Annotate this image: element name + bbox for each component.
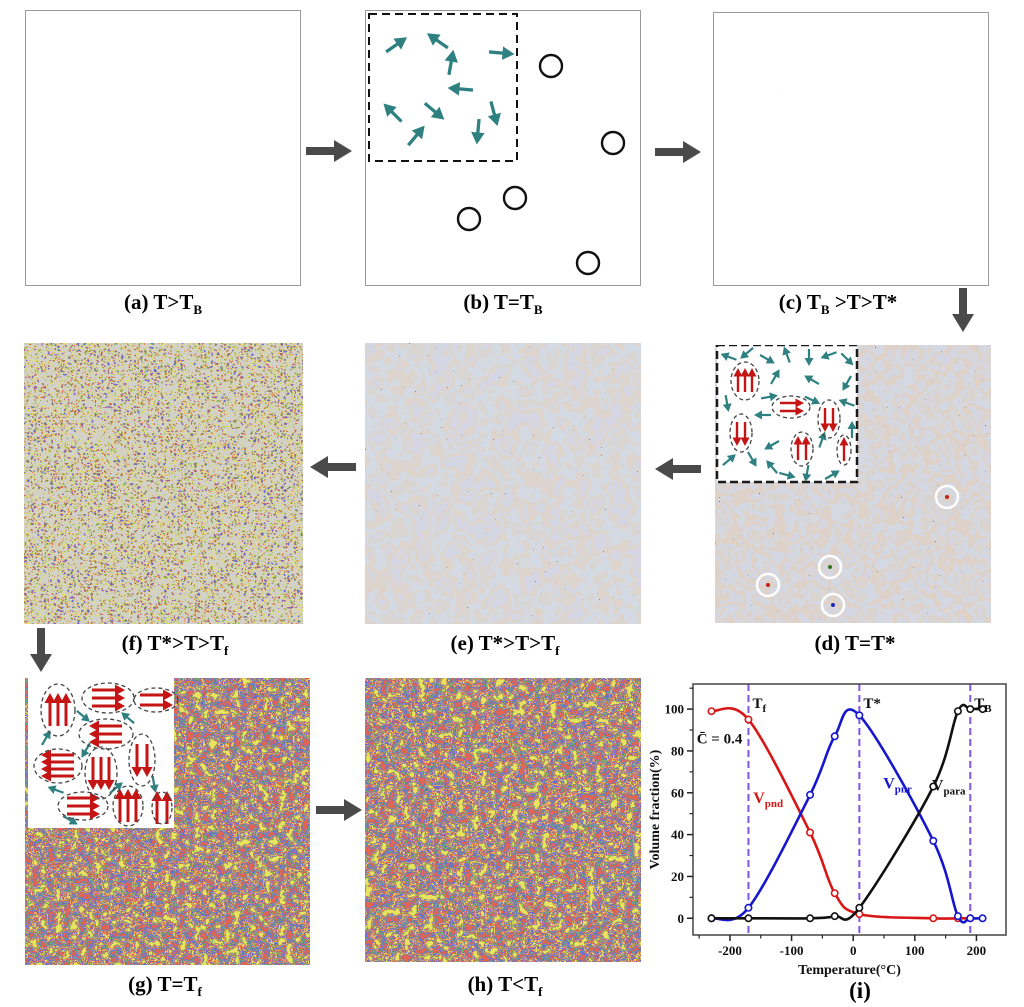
- mosaic-texture: [365, 678, 641, 962]
- x-tick-label: -200: [718, 943, 742, 958]
- composition-annotation: C̄ = 0.4: [697, 731, 743, 747]
- marker-V_pnr: [966, 914, 975, 923]
- vline-label: T*: [863, 696, 881, 712]
- marker-V_para: [929, 782, 938, 791]
- marker-V_para: [966, 705, 975, 714]
- volume-fraction-chart: -200 -100 0 100 200 0 20 40 60 80 100 Vpnd Vpnr Vpara…: [648, 683, 1007, 978]
- highlighted-dots-icon: [766, 495, 949, 607]
- marker-V_para: [978, 705, 987, 714]
- caption-panel-f: (f) T*>T>Tf: [121, 631, 229, 659]
- x-tick-label: 0: [850, 943, 857, 958]
- plot-frame: [692, 683, 1007, 936]
- colored-dots-texture: [365, 343, 641, 624]
- vline-label: TB: [974, 696, 992, 715]
- flow-arrow-left-ef-icon: [310, 456, 356, 478]
- caption-panel-i: (i): [849, 978, 871, 1003]
- y-tick-label: 60: [671, 785, 684, 800]
- caption-panel-e: (e) T*>T>Tf: [450, 631, 560, 659]
- caption-panel-g: (g) T=Tf: [128, 972, 202, 1000]
- panel-e-snapshot: [365, 343, 641, 624]
- nanoregion-ellipses-icon: [729, 361, 852, 467]
- series-label-V_para: Vpara: [932, 778, 966, 798]
- marker-V_pnr: [978, 914, 987, 923]
- flow-arrow-right-ab-icon: [306, 140, 352, 162]
- marker-V_pnd: [830, 889, 839, 898]
- y-tick-label: 40: [671, 827, 684, 842]
- highlight-circles-icon: [755, 484, 960, 618]
- dipole-inset: [368, 13, 518, 162]
- panel-b-snapshot: [365, 10, 641, 286]
- marker-V_pnd: [929, 914, 938, 923]
- panel-i-chart: -200 -100 0 100 200 0 20 40 60 80 100 Vpnd Vpnr Vpara…: [645, 676, 1017, 978]
- caption-panel-a: (a) T>TB: [123, 290, 203, 318]
- series-label-V_pnr: Vpnr: [883, 776, 912, 796]
- panel-c-snapshot: [713, 12, 989, 286]
- caption-panel-c: (c) TB >T>T*: [778, 290, 898, 318]
- vline-label: Tf: [752, 696, 766, 715]
- flow-arrow-right-bc-icon: [655, 141, 701, 163]
- frozen-pnr-inset: [28, 678, 179, 830]
- y-axis-label: Volume fraction(%): [648, 749, 663, 869]
- speck-texture: [714, 13, 988, 285]
- marker-V_pnr: [855, 711, 864, 720]
- flow-arrow-down-cd-icon: [952, 288, 974, 332]
- marker-V_para: [953, 707, 962, 716]
- curve-V_pnr: [711, 708, 983, 924]
- marker-V_pnd: [707, 707, 716, 716]
- y-tick-label: 80: [671, 743, 684, 758]
- series-label-V_pnd: Vpnd: [753, 790, 783, 810]
- marker-V_pnr: [953, 912, 962, 921]
- domain-ellipses-icon: [33, 682, 179, 827]
- marker-V_pnr: [806, 790, 815, 799]
- y-tick-label: 100: [665, 702, 685, 717]
- marker-V_para: [806, 914, 815, 923]
- marker-V_para: [744, 914, 753, 923]
- panel-f-snapshot: [24, 343, 303, 624]
- marker-V_para: [707, 914, 716, 923]
- marker-V_pnr: [929, 836, 938, 845]
- x-tick-label: 100: [905, 943, 925, 958]
- panel-h-snapshot: [365, 678, 641, 962]
- y-tick-label: 0: [678, 911, 685, 926]
- x-tick-label: -100: [780, 943, 804, 958]
- caption-panel-b: (b) T=TB: [463, 290, 543, 318]
- curve-V_pnd: [711, 707, 971, 920]
- marker-V_para: [855, 903, 864, 912]
- flow-arrow-right-gh-icon: [316, 799, 362, 821]
- y-tick-label: 20: [671, 869, 684, 884]
- curve-V_para: [711, 703, 983, 921]
- panel-d-snapshot: [715, 345, 991, 623]
- dense-speck-texture: [24, 343, 303, 624]
- caption-panel-h: (h) T<Tf: [467, 972, 543, 1000]
- nuclei-circles-icon: [456, 53, 626, 276]
- marker-V_pnd: [806, 828, 815, 837]
- caption-panel-d: (d) T=T*: [814, 631, 896, 655]
- flow-arrow-left-de-icon: [655, 458, 701, 480]
- x-axis-label: Temperature(°C): [798, 963, 901, 978]
- pnr-pnd-inset: [715, 345, 859, 484]
- panel-g-snapshot: [25, 678, 310, 965]
- flow-arrow-down-fg-icon: [30, 628, 52, 672]
- marker-V_pnr: [830, 732, 839, 741]
- marker-V_pnr: [744, 903, 753, 912]
- marker-V_pnd: [744, 715, 753, 724]
- marker-V_para: [830, 912, 839, 921]
- panel-a-snapshot: [25, 10, 301, 286]
- x-tick-label: 200: [967, 943, 987, 958]
